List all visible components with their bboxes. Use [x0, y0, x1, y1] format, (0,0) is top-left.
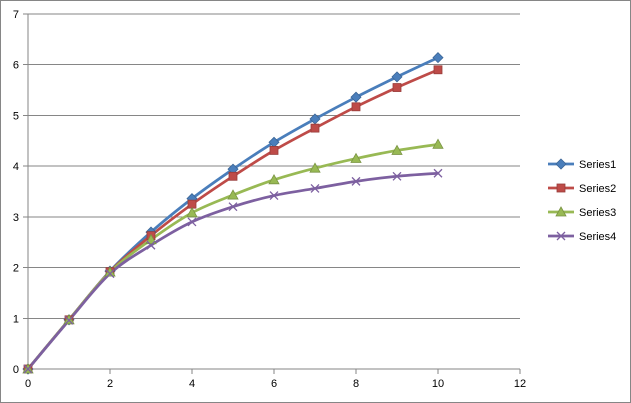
series-1-point: [432, 52, 444, 64]
series-4-point: [392, 171, 402, 181]
gridlines: [28, 13, 520, 319]
y-tick-label: 4: [13, 161, 19, 173]
series-line-1: [26, 56, 440, 371]
series-4-point: [310, 183, 320, 193]
series-2-point: [433, 65, 443, 75]
series-line-2: [26, 68, 440, 371]
series-2-point: [269, 146, 279, 155]
series-4-point: [146, 240, 156, 250]
series-1-point: [391, 71, 403, 83]
y-tick-label: 6: [13, 60, 19, 72]
series-2-point: [392, 83, 402, 92]
legend-label: Series4: [579, 231, 616, 243]
axes: [27, 14, 520, 370]
series-2-point: [310, 123, 320, 133]
legend-marker: [555, 206, 567, 217]
y-tick-label: 2: [13, 263, 19, 275]
series-3-point: [309, 162, 321, 173]
series-2-point: [228, 171, 238, 181]
legend-marker: [556, 231, 566, 241]
legend-label: Series1: [579, 159, 616, 171]
x-tick-label: 6: [271, 378, 277, 390]
y-tick-label: 7: [13, 9, 19, 21]
series-3-point: [268, 174, 280, 185]
y-tick-label: 3: [13, 212, 19, 224]
x-tick-label: 10: [432, 378, 444, 390]
series-lines: [26, 56, 440, 371]
series-3-point: [432, 138, 444, 149]
series-2-point: [351, 102, 361, 112]
y-tick-label: 1: [13, 313, 19, 325]
series-4-point: [105, 269, 115, 279]
series-3-point: [63, 313, 75, 325]
legend-label: Series3: [579, 207, 616, 219]
series-4-point: [23, 364, 33, 374]
series-3-point: [227, 189, 239, 200]
series-3-point: [391, 144, 403, 155]
y-axis-ticks: 0 1 2 3 4 5 6 7: [13, 9, 28, 376]
x-axis-ticks: 0 2 4 6 8 10 12: [25, 369, 526, 390]
y-tick-label: 5: [13, 110, 19, 122]
series-1-point: [350, 91, 362, 103]
x-tick-label: 8: [353, 378, 359, 390]
series-4-point: [187, 217, 197, 227]
x-tick-label: 12: [514, 378, 526, 390]
series-4-point: [64, 315, 74, 325]
series-markers: [22, 52, 444, 375]
series-4-point: [433, 168, 443, 178]
legend-marker: [555, 158, 567, 170]
series-3-point: [186, 206, 198, 218]
x-tick-label: 2: [107, 378, 113, 390]
series-4-point: [269, 191, 279, 201]
series-3-point: [145, 233, 157, 245]
legend-marker: [556, 183, 566, 193]
series-3-point: [350, 152, 362, 163]
x-tick-label: 0: [25, 378, 31, 390]
series-4-point: [228, 202, 238, 212]
series-line-4: [26, 171, 440, 371]
y-tick-label: 0: [13, 364, 19, 376]
series-4-point: [351, 176, 361, 186]
x-tick-label: 4: [189, 378, 195, 390]
legend-label: Series2: [579, 183, 616, 195]
legend: Series1 Series2 Series3 Series4: [548, 158, 616, 243]
